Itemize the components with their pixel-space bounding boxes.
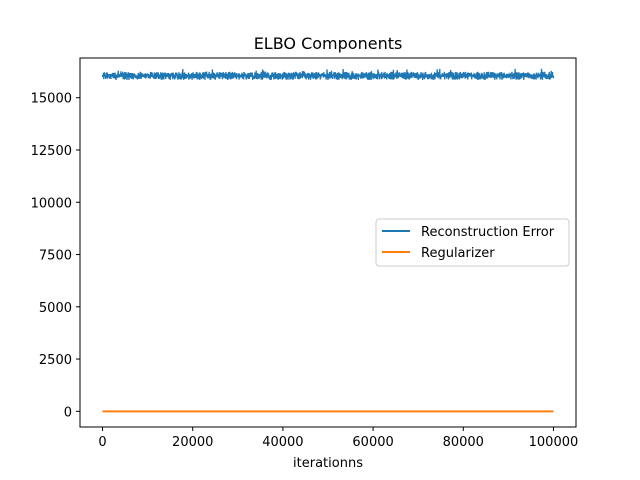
y-tick-label: 7500	[39, 249, 72, 264]
x-axis: 0 20000 40000 60000 80000 100000	[98, 427, 578, 450]
y-tick-label: 0	[64, 405, 72, 420]
x-tick-label: 0	[98, 435, 106, 450]
legend-label-reconstruction-error: Reconstruction Error	[421, 225, 555, 240]
x-tick-label: 60000	[352, 435, 393, 450]
x-tick-label: 40000	[262, 435, 303, 450]
y-tick-label: 15000	[31, 92, 72, 107]
y-tick-label: 5000	[39, 301, 72, 316]
x-tick-label: 20000	[172, 435, 213, 450]
y-axis: 0 2500 5000 7500 10000 12500 15000	[31, 92, 80, 420]
legend: Reconstruction Error Regularizer	[375, 218, 570, 267]
x-axis-label: iterationns	[293, 456, 363, 471]
x-tick-label: 80000	[443, 435, 484, 450]
series-reconstruction-error-line	[101, 68, 555, 80]
plot-area	[101, 68, 555, 413]
y-tick-label: 2500	[39, 353, 72, 368]
y-tick-label: 10000	[31, 196, 72, 211]
legend-box	[375, 218, 570, 267]
y-tick-label: 12500	[31, 144, 72, 159]
legend-label-regularizer: Regularizer	[421, 246, 495, 261]
chart-title: ELBO Components	[254, 34, 403, 53]
plot-frame	[79, 57, 577, 428]
x-tick-label: 100000	[529, 435, 579, 450]
